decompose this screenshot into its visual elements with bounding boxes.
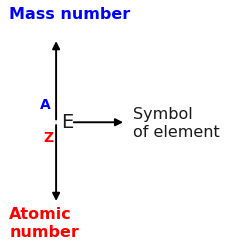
Text: Z: Z bbox=[44, 131, 54, 145]
Text: E: E bbox=[61, 113, 73, 132]
Text: Symbol
of element: Symbol of element bbox=[133, 107, 220, 140]
Text: Mass number: Mass number bbox=[9, 7, 130, 22]
Text: A: A bbox=[40, 98, 51, 112]
Text: Atomic
number: Atomic number bbox=[9, 207, 79, 240]
